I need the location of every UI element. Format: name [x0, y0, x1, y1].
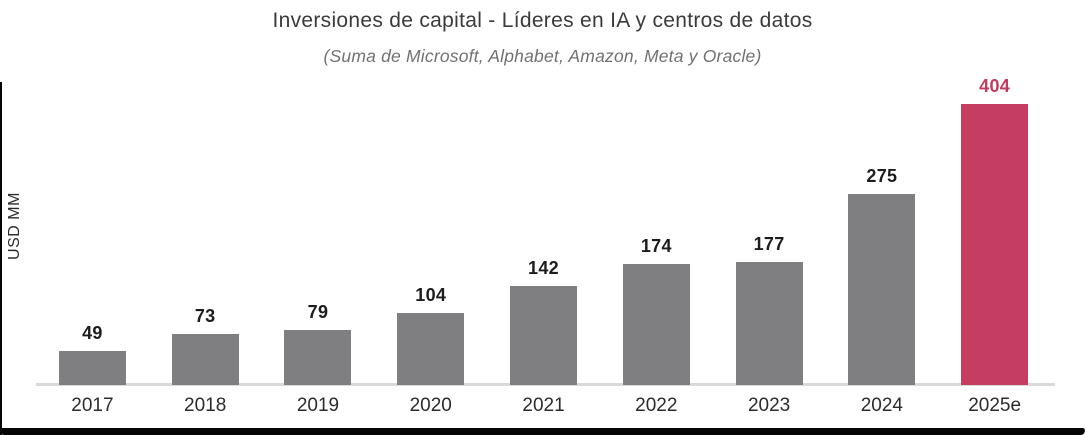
x-tick-label-2020: 2020 [409, 395, 452, 416]
x-tick-label-2019: 2019 [296, 395, 340, 416]
bar-2022 [622, 264, 690, 385]
x-tick-label-2023: 2023 [747, 395, 791, 416]
bar-2023 [735, 262, 803, 385]
bar-slot-2025e: 404 [938, 76, 1051, 385]
bar-2018 [171, 334, 239, 385]
window-frame-bottom-edge [0, 428, 1085, 435]
bar-2019 [284, 330, 352, 385]
bar-value-label-2017: 49 [82, 323, 103, 343]
bar-value-label-2019: 79 [307, 302, 329, 322]
x-tick-label-2018: 2018 [184, 395, 227, 416]
bar-value-label-2021: 142 [528, 258, 559, 278]
window-frame-left-edge [0, 82, 2, 435]
bar-slot-2022: 174 [600, 84, 713, 385]
plot-area: 49 73 79 104 142 174 177 275 404 [36, 76, 1051, 385]
bar-2025e [961, 104, 1029, 385]
x-tick-label-2021: 2021 [522, 395, 565, 416]
bar-slot-2017: 49 [36, 84, 149, 385]
x-tick-label-2025e: 2025e [968, 395, 1022, 416]
bar-2020 [397, 313, 465, 385]
bar-slot-2023: 177 [713, 84, 826, 385]
y-axis-label: USD MM [6, 192, 23, 260]
bar-2024 [848, 194, 916, 385]
bar-slot-2019: 79 [262, 84, 375, 385]
chart-title: Inversiones de capital - Líderes en IA y… [272, 9, 813, 32]
bar-value-label-2022: 174 [640, 236, 672, 256]
bar-value-label-2024: 275 [866, 166, 898, 186]
bar-value-label-2023: 177 [753, 234, 785, 254]
x-tick-label-2022: 2022 [635, 395, 678, 416]
bar-2017 [58, 351, 126, 385]
bar-slot-2024: 275 [825, 84, 938, 385]
x-axis-tick-labels: 2017 2018 2019 2020 2021 2022 2023 2024 2025e [36, 395, 1051, 417]
bar-2021 [510, 286, 578, 385]
bar-slot-2021: 142 [487, 84, 600, 385]
bar-slot-2018: 73 [149, 84, 262, 385]
x-tick-label-2017: 2017 [71, 395, 114, 416]
bar-value-label-2025e: 404 [979, 76, 1011, 96]
bar-value-label-2020: 104 [415, 285, 447, 305]
x-tick-label-2024: 2024 [860, 395, 903, 416]
chart-subtitle: (Suma de Microsoft, Alphabet, Amazon, Me… [323, 46, 762, 66]
bar-slot-2020: 104 [374, 84, 487, 385]
bar-value-label-2018: 73 [194, 306, 216, 326]
